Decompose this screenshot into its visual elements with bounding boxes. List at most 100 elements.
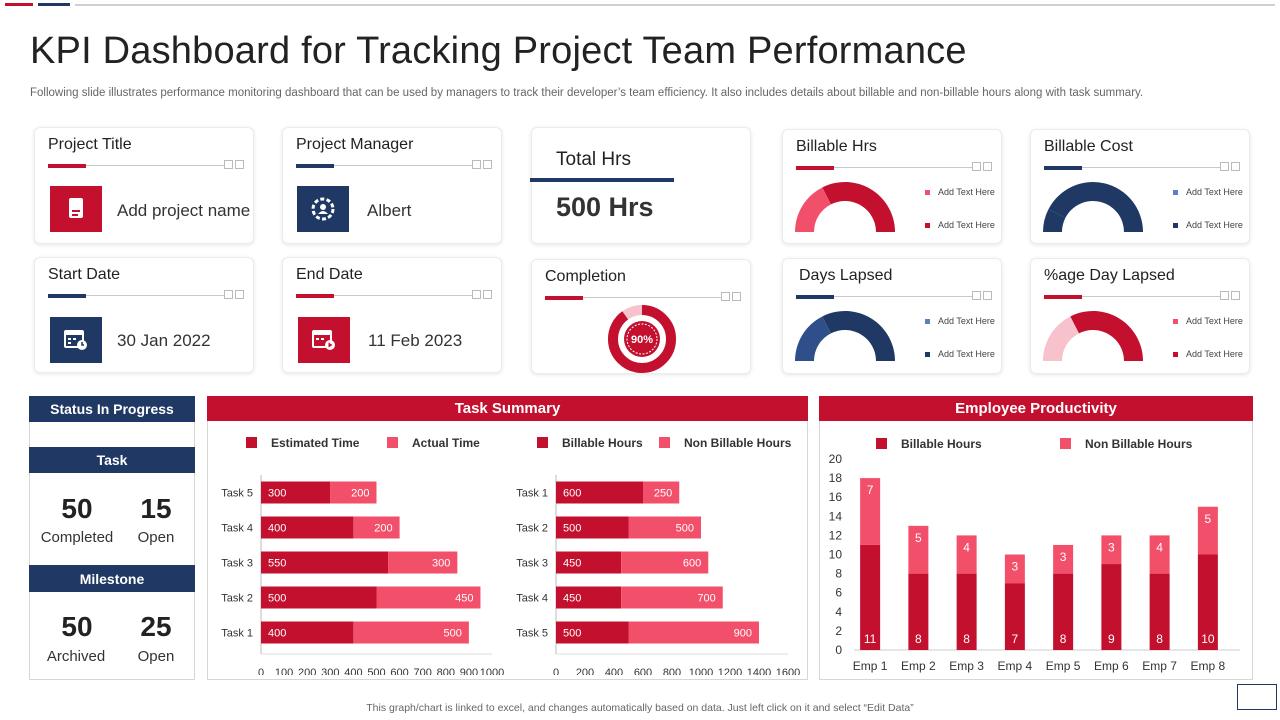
- legend-swatch: [387, 437, 398, 448]
- data-label: 3: [1108, 540, 1115, 554]
- data-label: 900: [734, 628, 752, 640]
- bar-segment: [908, 573, 929, 650]
- category-label: Emp 1: [853, 659, 888, 673]
- legend-label: Add Text Here: [1186, 187, 1243, 197]
- category-label: Emp 3: [949, 659, 984, 673]
- status-title: Status In Progress: [29, 396, 195, 422]
- card-start-date: Start Date 30 Jan 2022: [34, 257, 254, 373]
- category-label: Task 2: [221, 593, 253, 605]
- page-subtitle: Following slide illustrates performance …: [30, 87, 1144, 99]
- tick-label: 6: [835, 586, 842, 600]
- tick-label: 300: [321, 667, 339, 675]
- milestone-open-label: Open: [137, 648, 175, 665]
- task-hours-chart: Task 5 500 900 Task 4 450 700 Task 3 450 600 Task…: [516, 475, 800, 675]
- card-square: [1220, 291, 1229, 300]
- legend-label: Add Text Here: [1186, 316, 1243, 326]
- card-rule: [1082, 296, 1220, 297]
- task-open-value: 15: [140, 493, 172, 524]
- category-label: Emp 8: [1191, 659, 1226, 673]
- data-label: 3: [1012, 560, 1019, 574]
- legend-item: Add Text Here: [1173, 316, 1243, 326]
- bar-segment: [261, 551, 389, 574]
- data-label: 7: [867, 483, 874, 497]
- gear-user-icon: [297, 186, 349, 232]
- data-label: 200: [374, 523, 392, 535]
- legend-label: Billable Hours: [901, 437, 982, 451]
- task-open-label: Open: [137, 529, 175, 546]
- category-label: Emp 2: [901, 659, 936, 673]
- bar-segment: [556, 516, 629, 539]
- data-label: 4: [963, 540, 970, 554]
- data-label: 500: [563, 523, 581, 535]
- milestone-header: Milestone: [29, 565, 195, 592]
- card-square: [235, 160, 244, 169]
- tick-label: 200: [576, 667, 594, 675]
- tick-label: 18: [829, 471, 843, 485]
- bar-segment: [1197, 506, 1218, 555]
- document-icon: [50, 186, 102, 232]
- category-label: Task 3: [516, 558, 548, 570]
- card-completion: Completion 90%: [531, 259, 751, 374]
- calendar-play-icon: [298, 317, 350, 363]
- data-label: 300: [432, 558, 450, 570]
- legend-label: Add Text Here: [1186, 220, 1243, 230]
- status-panel: [29, 396, 195, 680]
- card-square: [721, 292, 730, 301]
- tick-label: 1400: [747, 667, 771, 675]
- card-pct-day-lapsed: %age Day Lapsed Add Text Here Add Text H…: [1030, 258, 1250, 374]
- bar-segment: [556, 481, 643, 504]
- bar-segment: [556, 551, 622, 574]
- data-label: 550: [268, 558, 286, 570]
- milestone-archived-label: Archived: [46, 648, 106, 665]
- card-label: Project Manager: [296, 136, 414, 153]
- gauge-remaining: [1048, 182, 1143, 232]
- tick-label: 600: [634, 667, 652, 675]
- data-label: 400: [268, 523, 286, 535]
- legend-swatch: [537, 437, 548, 448]
- legend-item: Add Text Here: [925, 220, 995, 230]
- tick-label: 2: [835, 624, 842, 638]
- bar-segment: [643, 481, 680, 504]
- category-label: Task 2: [516, 523, 548, 535]
- bar-segment: [621, 586, 723, 609]
- legend-actual-time: Actual Time: [387, 436, 480, 450]
- data-label: 450: [563, 593, 581, 605]
- bar-segment: [1101, 564, 1122, 650]
- legend-label: Billable Hours: [562, 436, 643, 450]
- legend-swatch: [876, 438, 887, 449]
- billable-hrs-gauge: [795, 182, 895, 232]
- category-label: Emp 7: [1142, 659, 1177, 673]
- card-project-title: Project Title Add project name: [34, 127, 254, 244]
- card-rule: [1082, 167, 1220, 168]
- data-label: 500: [444, 628, 462, 640]
- card-rule: [334, 165, 472, 166]
- bar-segment: [1053, 573, 1074, 650]
- days-lapsed-gauge: [795, 311, 895, 361]
- tick-label: 1600: [776, 667, 800, 675]
- tick-label: 1200: [718, 667, 742, 675]
- category-label: Task 1: [221, 628, 253, 640]
- tick-label: 1000: [689, 667, 713, 675]
- category-label: Emp 5: [1046, 659, 1081, 673]
- legend-label: Actual Time: [412, 436, 480, 450]
- bar-segment: [1197, 554, 1218, 650]
- gauge-remaining: [822, 311, 895, 361]
- bar-segment: [261, 621, 354, 644]
- data-label: 9: [1108, 632, 1115, 646]
- data-label: 500: [563, 628, 581, 640]
- milestone-archived-value: 50: [61, 611, 93, 642]
- legend-billable-hours: Billable Hours: [537, 436, 643, 450]
- tick-label: 0: [553, 667, 559, 675]
- calendar-clock-icon: [50, 317, 102, 363]
- card-end-date: End Date 11 Feb 2023: [282, 257, 502, 373]
- category-label: Task 1: [516, 488, 548, 500]
- task-summary-title: Task Summary: [207, 396, 808, 421]
- card-billable-cost: Billable Cost Add Text Here Add Text Her…: [1030, 129, 1250, 244]
- task-completed-value: 50: [61, 493, 93, 524]
- legend-item: Add Text Here: [1173, 220, 1243, 230]
- bar-segment: [388, 551, 458, 574]
- card-label: Project Title: [48, 136, 132, 153]
- donut-center-ring: [626, 323, 658, 355]
- data-label: 200: [351, 488, 369, 500]
- card-label: Billable Cost: [1044, 138, 1133, 155]
